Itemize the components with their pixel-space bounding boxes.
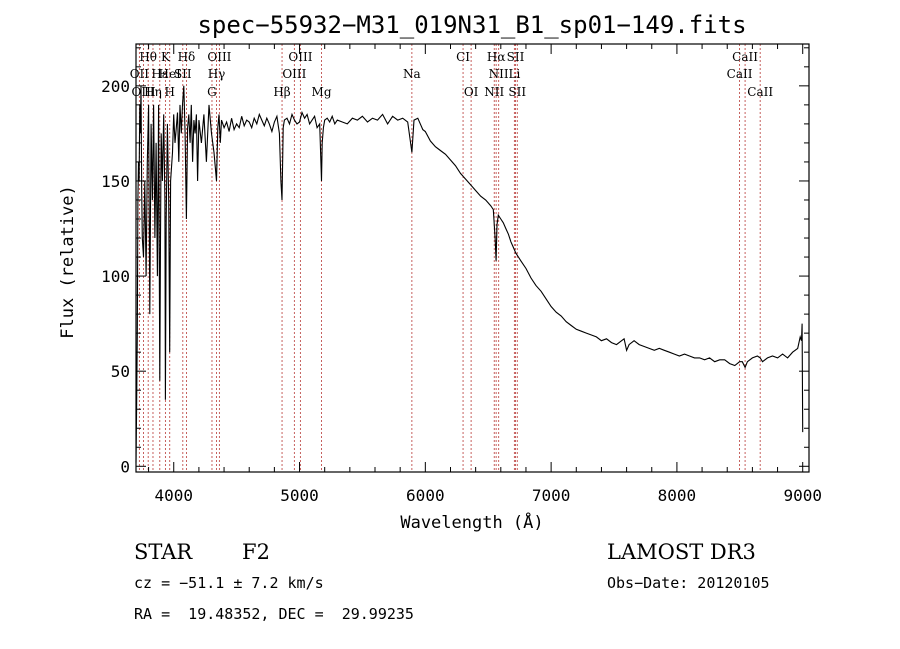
- chart-title: spec−55932−M31_019N31_B1_sp01−149.fits: [197, 11, 746, 39]
- y-axis-label: Flux (relative): [58, 185, 78, 339]
- spectral-line-label: OI: [464, 85, 479, 99]
- spectral-line-label: OIII: [207, 50, 231, 64]
- y-tick-label: 50: [111, 362, 130, 381]
- x-tick-label: 9000: [783, 486, 822, 505]
- x-tick-label: 7000: [532, 486, 571, 505]
- spectral-line-label: OIII: [132, 85, 156, 99]
- spectral-line-label: SII: [174, 67, 192, 81]
- observation-date: Obs−Date: 20120105: [607, 574, 770, 592]
- x-tick-labels: 4000 5000 6000 7000 8000 9000: [154, 486, 822, 505]
- x-axis-label: Wavelength (Å): [400, 511, 543, 533]
- x-tick-label: 8000: [658, 486, 697, 505]
- spectral-line-label: SII: [508, 85, 526, 99]
- spectral-line-label: Mg: [312, 85, 332, 99]
- redshift-cz: cz = −51.1 ± 7.2 km/s: [134, 574, 324, 592]
- spectral-line-label: OIII: [288, 50, 312, 64]
- y-tick-labels: 0 50 100 150 200: [101, 77, 130, 476]
- x-tick-label: 6000: [406, 486, 445, 505]
- spectral-line-markers: [138, 44, 761, 472]
- object-class: STAR: [134, 540, 193, 564]
- spectral-line-label: CaII: [732, 50, 758, 64]
- ra-dec-coordinates: RA = 19.48352, DEC = 29.99235: [134, 605, 414, 623]
- spectral-line-label: CaII: [747, 85, 773, 99]
- axis-ticks: [136, 44, 809, 472]
- spectral-line-label: CaII: [727, 67, 753, 81]
- spectral-line-label: HeI: [159, 67, 182, 81]
- spectral-line-label: Hγ: [208, 67, 226, 81]
- object-subclass: F2: [242, 540, 270, 564]
- spectral-line-label: H: [164, 85, 174, 99]
- y-tick-label: 200: [101, 77, 130, 96]
- spectral-line-label: G: [207, 85, 217, 99]
- x-tick-label: 4000: [154, 486, 193, 505]
- spectrum-line: [135, 85, 804, 463]
- spectral-line-label: Hβ: [273, 85, 290, 99]
- spectral-line-label: OII: [130, 67, 150, 81]
- spectral-line-label: Hα: [487, 50, 506, 64]
- y-tick-label: 0: [120, 457, 130, 476]
- plot-frame: [135, 43, 810, 473]
- x-tick-label: 5000: [280, 486, 319, 505]
- spectral-line-label: NII: [489, 67, 509, 81]
- y-tick-label: 150: [101, 172, 130, 191]
- spectral-line-label: Hθ: [139, 50, 157, 64]
- spectral-line-label: Hη: [144, 85, 162, 99]
- spectral-line-label: Li: [508, 67, 520, 81]
- spectral-line-label: SII: [507, 50, 525, 64]
- y-tick-label: 100: [101, 267, 130, 286]
- spectral-line-label: K: [161, 50, 171, 64]
- spectral-line-label: CI: [456, 50, 470, 64]
- spectral-line-label: Na: [403, 67, 421, 81]
- spectral-line-label: NII: [484, 85, 504, 99]
- spectral-line-label: OIII: [282, 67, 306, 81]
- spectral-line-label: Hε: [151, 67, 168, 81]
- survey-name: LAMOST DR3: [607, 540, 756, 564]
- spectral-line-label: Hδ: [178, 50, 196, 64]
